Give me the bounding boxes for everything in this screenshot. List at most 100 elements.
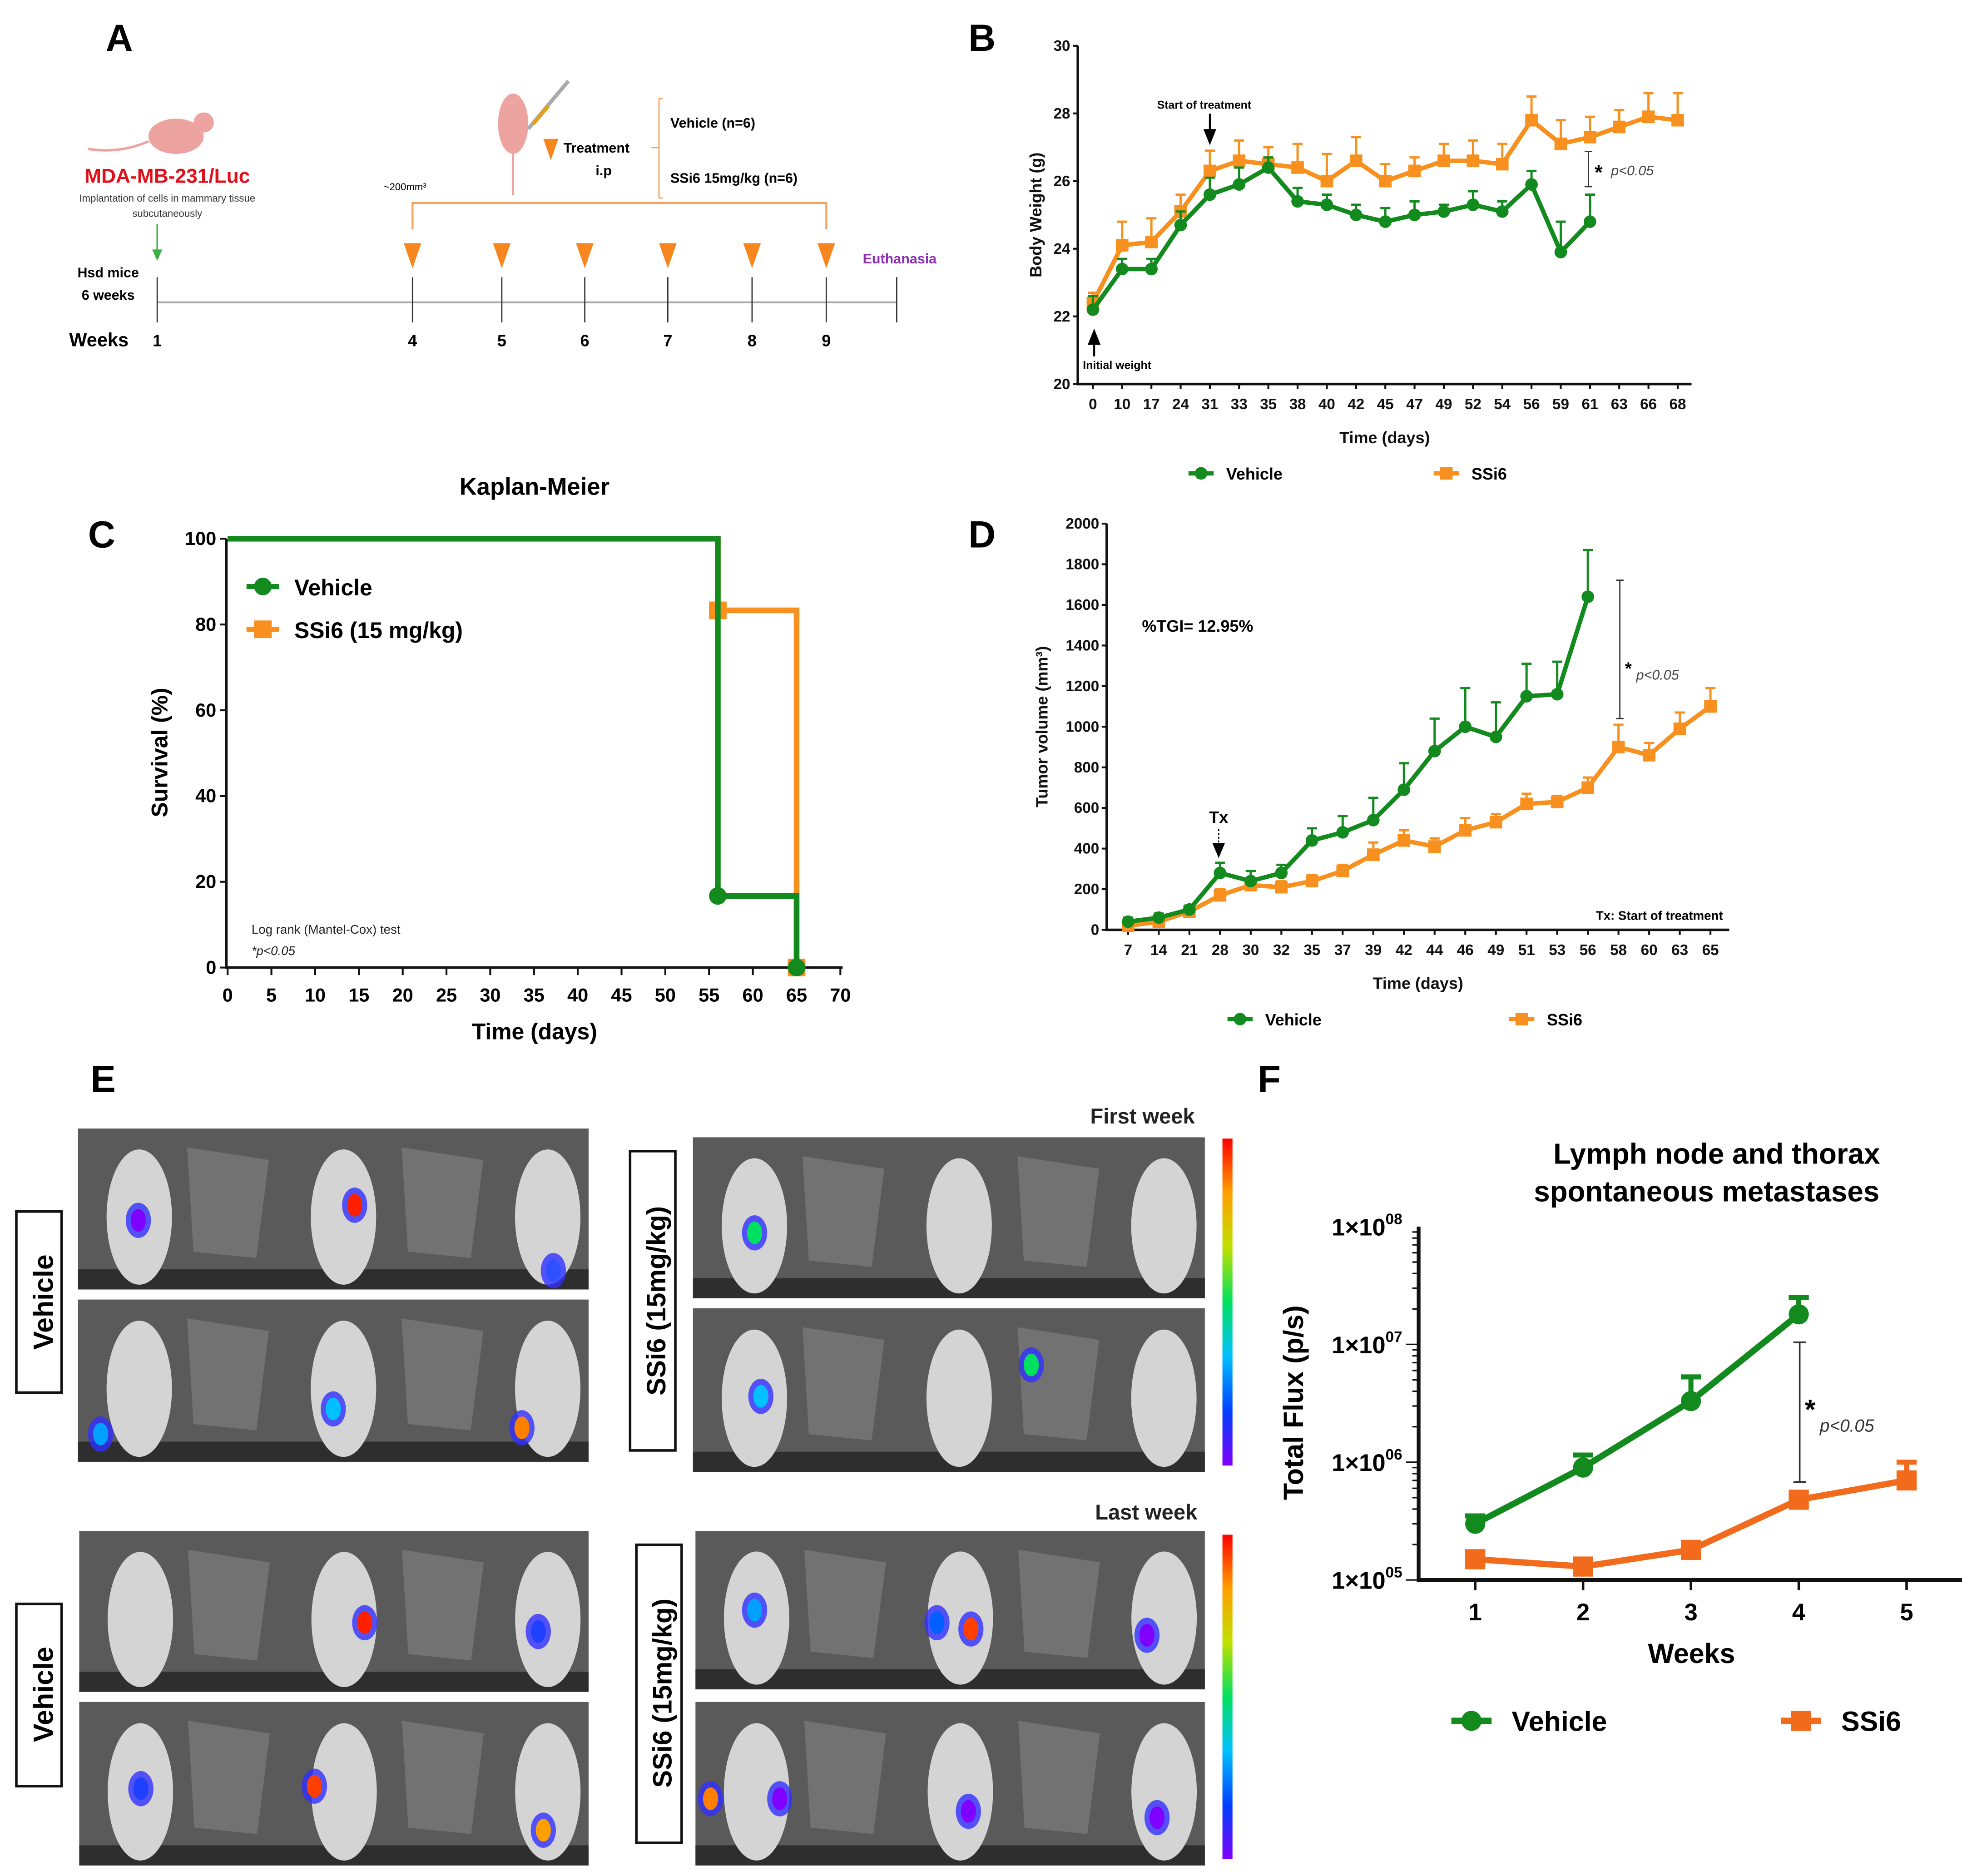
tape-strip	[1018, 1549, 1100, 1658]
treatment-triangle-icon	[659, 243, 677, 268]
x-tick-label: 10	[305, 984, 326, 1005]
mouse-silhouette	[106, 1321, 172, 1457]
x-tick-label: 63	[1611, 396, 1628, 413]
data-point	[1573, 1556, 1593, 1577]
vehicle-label: Vehicle	[28, 1647, 59, 1742]
treatment-triangle-icon	[576, 243, 594, 268]
tx-note: Tx: Start of treatment	[1596, 908, 1723, 922]
data-point	[1584, 215, 1596, 228]
data-point	[1437, 205, 1450, 218]
week-tick-label: 1	[153, 332, 162, 350]
data-point	[1551, 688, 1564, 701]
tape-strip	[804, 1721, 886, 1834]
data-point	[1671, 114, 1684, 127]
x-tick-label: 2	[1576, 1599, 1590, 1626]
tape-strip	[188, 1549, 270, 1661]
y-axis-title: Tumor volume (mm³)	[1033, 646, 1051, 807]
mice-label: Hsd mice	[77, 265, 139, 280]
data-point	[1551, 795, 1564, 808]
x-tick-label: 33	[1231, 396, 1248, 413]
mouse-image	[79, 1531, 589, 1692]
data-point	[1613, 120, 1626, 134]
y-tick-label: 40	[195, 785, 216, 807]
y-tick-label: 1000	[1065, 718, 1099, 735]
mouse-silhouette	[1131, 1723, 1197, 1861]
luminescence-signal	[545, 1259, 561, 1282]
legend-marker	[254, 578, 272, 595]
group-vehicle: Vehicle (n=6)	[670, 115, 755, 131]
data-point	[1275, 866, 1288, 880]
luminescence-signal	[929, 1611, 945, 1634]
data-point	[1680, 1539, 1701, 1560]
luminescence-signal	[535, 1819, 551, 1842]
week-tick-label: 5	[497, 332, 506, 350]
data-point	[1465, 1514, 1486, 1534]
group-ssi6: SSi6 15mg/kg (n=6)	[670, 171, 798, 186]
kaplan-meier-chart: 0 20 40 60 80 100 0 5 10 15 20 25 30 35 40 45 50 55 60 65 70…	[147, 528, 851, 1044]
y-tick-label: 28	[1054, 105, 1070, 122]
treatment-triangle-icon	[743, 243, 761, 268]
x-tick-label: 3	[1684, 1599, 1697, 1626]
y-tick-label: 800	[1074, 759, 1099, 776]
x-tick-label: 15	[348, 984, 369, 1005]
treatment-route: i.p	[595, 163, 612, 178]
censor-marker	[788, 959, 806, 976]
mouse-image	[695, 1702, 1205, 1866]
y-tick-label: 1×1006	[1332, 1446, 1402, 1476]
mouse-silhouette	[1131, 1329, 1197, 1467]
luminescence-signal	[1149, 1806, 1165, 1829]
first-week-label: First week	[1090, 1104, 1195, 1128]
luminescence-signal	[703, 1787, 718, 1810]
x-tick-label: 37	[1334, 942, 1351, 959]
x-tick-label: 49	[1487, 942, 1504, 959]
y-tick-label: 100	[185, 528, 216, 549]
x-tick-label: 51	[1518, 942, 1535, 959]
mouse-silhouette	[311, 1552, 377, 1687]
start-treatment-note: Start of treatment	[1157, 99, 1252, 111]
week-tick-label: 8	[748, 332, 757, 350]
initial-weight-note: Initial weight	[1083, 359, 1151, 371]
mouse-silhouette	[108, 1552, 173, 1687]
km-p-value: *p<0.05	[252, 944, 296, 958]
legend-label: Vehicle	[1511, 1706, 1607, 1737]
start-arrow-icon	[1203, 114, 1217, 145]
x-tick-label: 14	[1150, 942, 1167, 959]
x-tick-label: 60	[743, 984, 763, 1005]
y-axis-title: Survival (%)	[147, 688, 172, 817]
mouse-silhouette	[515, 1149, 581, 1285]
x-axis-title: Time (days)	[1373, 974, 1463, 993]
data-point	[1183, 903, 1196, 916]
data-point	[1233, 178, 1246, 191]
data-point	[1896, 1470, 1917, 1491]
data-point	[1496, 158, 1509, 171]
data-point	[1275, 881, 1288, 894]
legend-label: SSi6 (15 mg/kg)	[294, 618, 463, 643]
luminescence-signal	[93, 1423, 109, 1445]
x-tick-label: 38	[1289, 396, 1306, 413]
x-tick-label: 10	[1114, 396, 1130, 413]
tape-strip	[401, 1147, 484, 1258]
mouse-silhouette	[927, 1723, 993, 1861]
x-tick-label: 58	[1610, 942, 1627, 959]
mouse-image	[695, 1531, 1205, 1690]
x-tick-label: 50	[655, 984, 676, 1005]
data-point	[1437, 154, 1450, 167]
data-point	[1244, 875, 1257, 888]
tape-strip	[804, 1549, 886, 1658]
data-point	[1145, 235, 1158, 248]
data-point	[1408, 208, 1421, 222]
euthanasia-label: Euthanasia	[863, 251, 937, 267]
y-axis-title: Total Flux (p/s)	[1278, 1305, 1309, 1500]
p-value: p<0.05	[1610, 163, 1654, 178]
last-week-label: Last week	[1095, 1500, 1198, 1524]
ssi6-label-box-2: SSi6 (15mg/kg)	[635, 1543, 683, 1844]
data-point	[1122, 915, 1135, 928]
x-tick-label: 68	[1670, 396, 1686, 413]
panel-a-timeline: MDA-MB-231/Luc Implantation of cells in …	[69, 79, 937, 351]
colorbar-first-week	[1222, 1138, 1233, 1466]
implant-note-2: subcutaneously	[132, 208, 203, 219]
f-title-line-1: Lymph node and thorax	[1553, 1138, 1880, 1170]
y-tick-label: 1200	[1065, 678, 1099, 695]
data-point	[1214, 889, 1227, 902]
